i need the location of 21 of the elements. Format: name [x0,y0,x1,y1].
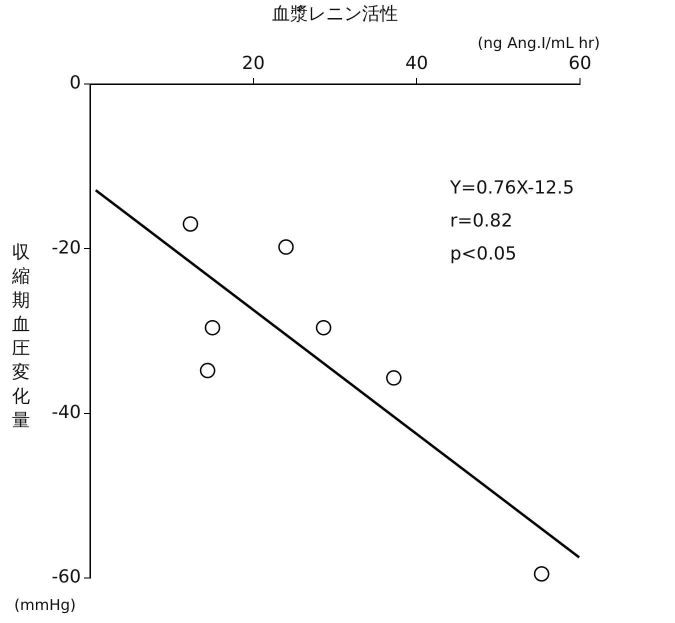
y-tick-label: -60 [52,566,81,588]
annotation: r=0.82 [450,210,513,232]
point [386,370,402,386]
point [316,320,332,336]
y-tick-label: -20 [52,237,81,258]
y-axis-title: 収縮期血圧変化量 [12,241,31,432]
text: (mmHg) [14,596,76,614]
text: (ng Ang.I/mL hr) [478,34,600,52]
point [204,320,220,336]
point [182,216,198,232]
point [200,362,216,378]
y-tick-label: 0 [70,72,81,94]
x-tick-label: 20 [242,52,265,74]
y-tick-label: -40 [52,402,81,424]
x-axis-title: 血漿レニン活性 [272,3,398,24]
point [278,239,294,255]
x-tick-label: 40 [405,52,428,74]
x-tick-label: 60 [568,52,592,74]
annotation: p<0.05 [450,244,517,265]
point [534,566,550,582]
annotation: Y=0.76X-12.5 [449,178,574,199]
